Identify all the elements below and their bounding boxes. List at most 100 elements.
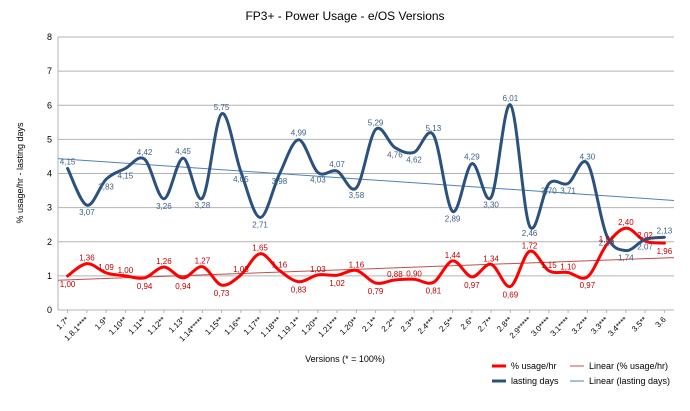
y-tick-label: 7	[47, 66, 52, 76]
days-data-label: 4,15	[118, 171, 134, 180]
series-lines	[66, 103, 666, 288]
usage-data-label: 1,27	[195, 257, 211, 266]
y-tick-label: 6	[47, 100, 52, 110]
days-point	[413, 151, 415, 153]
days-point	[240, 171, 242, 173]
days-data-label: 1,74	[618, 254, 634, 263]
legend-label: lasting days	[511, 376, 559, 386]
days-point	[201, 197, 203, 199]
usage-data-label: 0,73	[214, 289, 230, 298]
usage-point	[105, 272, 107, 274]
days-point	[509, 104, 511, 106]
grid-lines	[57, 36, 674, 311]
usage-point	[394, 279, 396, 281]
days-point	[586, 162, 589, 164]
days-point	[259, 216, 261, 219]
usage-point	[663, 242, 666, 244]
days-data-label: 2,46	[522, 229, 538, 238]
usage-point	[452, 260, 454, 262]
usage-point	[163, 266, 165, 268]
usage-point	[221, 284, 223, 286]
days-point	[529, 225, 531, 227]
usage-data-label: 1,65	[252, 244, 268, 253]
usage-data-label: 0,88	[387, 270, 403, 279]
usage-data-label: 1,09	[98, 263, 114, 272]
usage-point	[625, 227, 627, 229]
usage-data-label: 1,03	[310, 265, 326, 274]
usage-data-label: 2,40	[618, 218, 634, 227]
usage-data-label: 0,90	[406, 269, 422, 278]
usage-point	[336, 274, 338, 276]
chart-title: FP3+ - Power Usage - e/OS Versions	[245, 9, 444, 23]
days-point	[86, 204, 88, 206]
days-data-label: 4,03	[310, 176, 326, 185]
days-data-label: 5,29	[368, 119, 384, 128]
series-line-usage	[66, 226, 666, 288]
usage-data-label: 0,94	[175, 282, 191, 291]
usage-point	[201, 266, 203, 268]
days-data-label: 3,70	[541, 187, 557, 196]
usage-data-label: 0,81	[426, 286, 442, 295]
days-point	[644, 238, 646, 240]
y-axis-ticks: 0 1 2 3 4 5 6 7 8	[47, 32, 52, 315]
days-data-label: 4,07	[329, 160, 345, 169]
days-data-label: 3,98	[272, 177, 288, 186]
usage-data-label: 1,00	[118, 266, 134, 275]
days-point	[124, 167, 126, 169]
usage-point	[529, 250, 531, 252]
days-data-label: 4,05	[233, 175, 249, 184]
days-point	[432, 134, 434, 136]
days-data-label: 4,29	[464, 153, 480, 162]
days-point	[452, 210, 454, 212]
days-data-label: 4,30	[580, 152, 596, 161]
usage-data-label: 1,96	[657, 247, 673, 256]
usage-point	[259, 253, 261, 255]
days-point	[298, 139, 300, 141]
days-data-label: 3,26	[156, 202, 172, 211]
legend-item-usage: % usage/hr	[492, 361, 557, 371]
days-data-label: 2,13	[657, 226, 673, 235]
usage-point	[124, 275, 126, 277]
usage-data-label: 0,97	[580, 281, 596, 290]
x-axis-title: Versions (* = 100%)	[305, 354, 385, 364]
y-tick-label: 4	[47, 169, 52, 179]
days-data-label: 5,13	[426, 124, 442, 133]
legend: % usage/hr Linear (% usage/hr) lasting day…	[492, 361, 670, 386]
days-point	[375, 128, 377, 131]
usage-point	[432, 281, 434, 283]
usage-data-label: 1,36	[79, 254, 95, 263]
usage-data-label: 1,44	[445, 251, 461, 260]
y-tick-label: 2	[47, 237, 52, 247]
usage-point	[240, 274, 242, 276]
usage-point	[548, 270, 550, 272]
usage-point	[375, 282, 377, 284]
usage-data-label: 1,91	[599, 235, 615, 244]
legend-label: Linear (% usage/hr)	[589, 361, 668, 371]
legend-item-trend-days: Linear (lasting days)	[570, 376, 670, 386]
legend-label: Linear (lasting days)	[589, 376, 670, 386]
legend-item-days: lasting days	[492, 376, 559, 386]
days-point	[336, 170, 338, 172]
usage-data-label: 1,16	[272, 260, 288, 269]
usage-point	[355, 269, 357, 271]
usage-data-label: 0,97	[464, 281, 480, 290]
days-point	[221, 113, 223, 115]
days-data-label: 5,75	[214, 103, 230, 112]
usage-data-label: 1,72	[522, 241, 538, 250]
usage-data-label: 0,79	[368, 287, 384, 296]
days-data-label: 3,28	[195, 201, 211, 210]
days-data-label: 3,71	[560, 186, 576, 195]
usage-data-label: 0,94	[137, 282, 153, 291]
usage-point	[509, 285, 511, 288]
days-point	[67, 167, 69, 169]
usage-data-label: 0,69	[503, 291, 519, 300]
legend-item-trend-usage: Linear (% usage/hr)	[570, 361, 668, 371]
usage-point	[278, 269, 280, 271]
days-point	[182, 157, 184, 159]
usage-data-label: 1,00	[60, 280, 76, 289]
days-point	[278, 173, 280, 175]
y-tick-label: 5	[47, 134, 52, 144]
usage-data-label: 2,02	[637, 231, 653, 240]
